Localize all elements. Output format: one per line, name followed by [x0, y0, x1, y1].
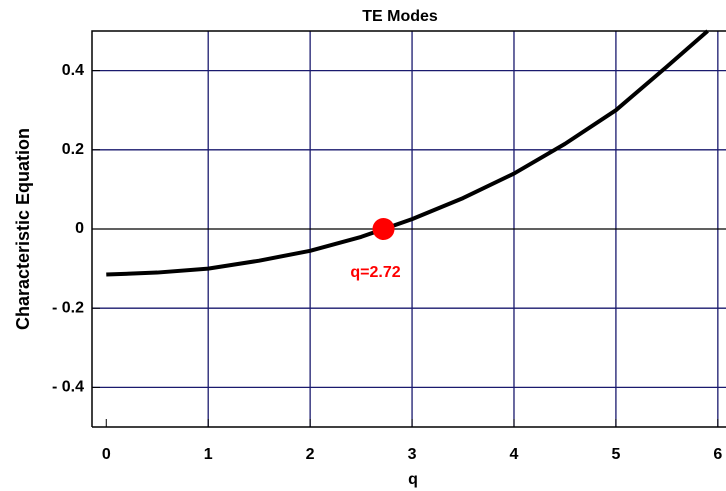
root-label: q=2.72 — [350, 264, 400, 281]
y-tick-label: 0 — [75, 220, 84, 237]
x-axis-label: q — [408, 471, 418, 488]
y-tick-label: 0.4 — [62, 62, 84, 79]
x-tick-label: 3 — [408, 446, 417, 463]
y-axis-label: Characteristic Equation — [13, 128, 33, 330]
y-tick-label: - 0.4 — [52, 379, 84, 396]
root-marker — [372, 218, 395, 240]
curve — [106, 29, 709, 277]
x-tick-label: 0 — [102, 446, 111, 463]
y-tick-label: - 0.2 — [52, 299, 84, 316]
x-tick-label: 5 — [611, 446, 620, 463]
x-tick-label: 6 — [713, 446, 722, 463]
x-tick-label: 2 — [306, 446, 315, 463]
chart-title: TE Modes — [362, 8, 438, 25]
plot-frame — [91, 30, 726, 427]
x-tick-label: 1 — [204, 446, 213, 463]
y-tick-label: 0.2 — [62, 141, 84, 158]
x-tick-label: 4 — [510, 446, 519, 463]
